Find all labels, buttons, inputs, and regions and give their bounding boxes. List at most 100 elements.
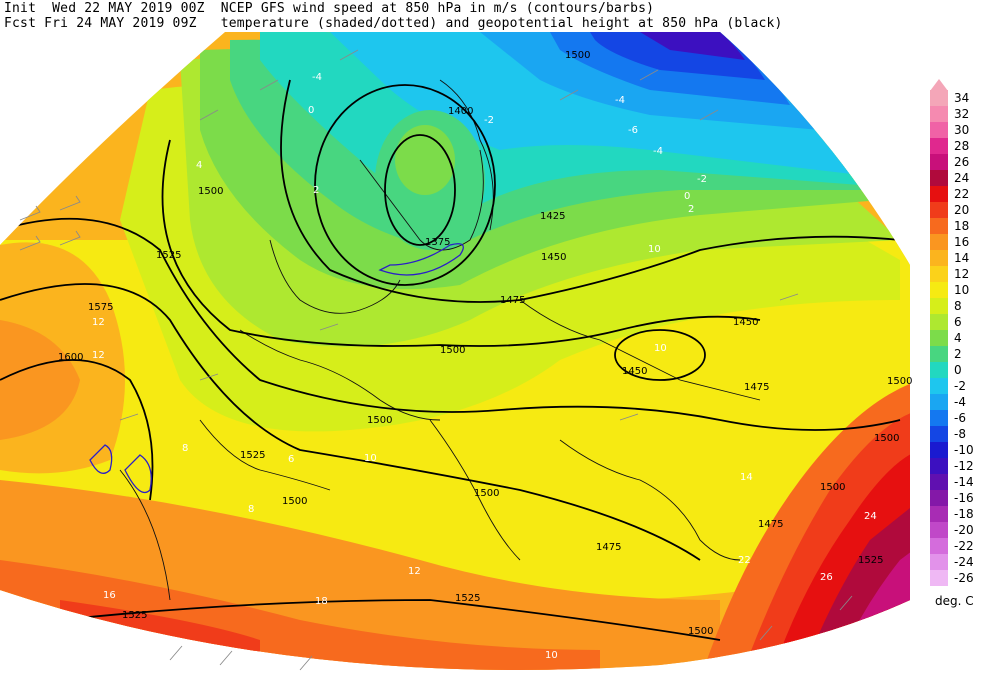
height-label: 1500 (820, 482, 845, 493)
temperature-label-group: -4 0 2 4 -2 -4 -6 -4 -2 0 2 10 10 12 12 … (92, 72, 877, 661)
legend-swatch (930, 346, 948, 362)
height-label: 1500 (887, 376, 912, 387)
legend-label: -4 (954, 395, 966, 409)
height-label: 1500 (198, 186, 223, 197)
height-label: 1450 (541, 252, 566, 263)
legend-label: 8 (954, 299, 962, 313)
legend-swatch (930, 474, 948, 490)
height-label: 1425 (540, 211, 565, 222)
temperature-label: 22 (738, 555, 751, 566)
height-label: 1450 (733, 317, 758, 328)
temperature-label: 10 (648, 244, 661, 255)
legend-swatch (930, 202, 948, 218)
legend-swatch (930, 554, 948, 570)
temperature-label: 2 (313, 185, 319, 196)
legend-label: -12 (954, 459, 974, 473)
chart-header-init: Init Wed 22 MAY 2019 00Z NCEP GFS wind s… (4, 1, 655, 16)
temperature-label: -2 (484, 115, 494, 126)
legend-label: 26 (954, 155, 970, 169)
height-label: 1525 (156, 250, 181, 261)
legend-label: -14 (954, 475, 974, 489)
legend-label: -16 (954, 491, 974, 505)
legend-label: 24 (954, 171, 970, 185)
legend-swatch (930, 170, 948, 186)
legend-swatch (930, 378, 948, 394)
height-label: 1525 (858, 555, 883, 566)
height-label: 1450 (622, 366, 647, 377)
height-label: 1525 (240, 450, 265, 461)
temperature-label: 10 (654, 343, 667, 354)
legend-label: 12 (954, 267, 970, 281)
legend-units: deg. C (935, 594, 974, 608)
legend-swatch (930, 138, 948, 154)
temperature-label: 4 (196, 160, 202, 171)
height-label: 1500 (367, 415, 392, 426)
legend-swatch (930, 282, 948, 298)
temperature-label: 26 (820, 572, 833, 583)
legend-swatch (930, 442, 948, 458)
height-label: 1475 (596, 542, 621, 553)
temperature-label: 10 (545, 650, 558, 661)
legend-swatch (930, 234, 948, 250)
height-label: 1475 (758, 519, 783, 530)
legend-label: -18 (954, 507, 974, 521)
legend-label: -10 (954, 443, 974, 457)
temperature-label: 16 (103, 590, 116, 601)
height-label: 1525 (122, 610, 147, 621)
legend-swatch (930, 298, 948, 314)
legend-label: 34 (954, 91, 970, 105)
height-label: 1600 (58, 352, 83, 363)
height-label-group: 1400 1425 1375 1450 1475 1450 1450 1475 … (58, 50, 912, 637)
legend-label: 2 (954, 347, 962, 361)
legend-swatch (930, 250, 948, 266)
height-label: 1500 (688, 626, 713, 637)
legend-swatch (930, 362, 948, 378)
legend-swatch (930, 122, 948, 138)
height-label: 1500 (874, 433, 899, 444)
legend-label: 32 (954, 107, 970, 121)
temperature-label: 24 (864, 511, 877, 522)
legend-swatch (930, 410, 948, 426)
height-label: 1500 (565, 50, 590, 61)
height-label: 1500 (440, 345, 465, 356)
temperature-label: 12 (92, 350, 105, 361)
legend-swatch (930, 458, 948, 474)
legend-label: 30 (954, 123, 970, 137)
legend-swatch (930, 218, 948, 234)
temperature-label: 8 (248, 504, 254, 515)
temperature-label: 6 (288, 454, 294, 465)
height-label: 1525 (455, 593, 480, 604)
legend-label: 14 (954, 251, 970, 265)
legend-label: -2 (954, 379, 966, 393)
legend-swatch (930, 154, 948, 170)
temperature-label: 14 (740, 472, 753, 483)
temperature-label: -4 (312, 72, 322, 83)
weather-map: 1400 1425 1375 1450 1475 1450 1450 1475 … (0, 32, 912, 671)
temperature-field (0, 32, 910, 670)
legend-label: 0 (954, 363, 962, 377)
legend-swatch (930, 90, 948, 106)
legend-label: 18 (954, 219, 970, 233)
legend-swatch (930, 106, 948, 122)
legend-label: 10 (954, 283, 970, 297)
legend-label: -24 (954, 555, 974, 569)
height-label: 1500 (282, 496, 307, 507)
legend-swatch (930, 490, 948, 506)
legend-label: -8 (954, 427, 966, 441)
height-label: 1575 (88, 302, 113, 313)
legend-swatch (930, 506, 948, 522)
temperature-label: -4 (653, 146, 663, 157)
legend-label: -22 (954, 539, 974, 553)
temperature-label: 8 (182, 443, 188, 454)
legend-label: 20 (954, 203, 970, 217)
wind-contours (89, 243, 464, 494)
temperature-legend: 34 32 30 28 26 24 22 20 18 16 14 12 10 8 6 4 2 0 -2 -4 -6 -8-… (928, 79, 1000, 590)
legend-label: -20 (954, 523, 974, 537)
temperature-label: 18 (315, 596, 328, 607)
temperature-label: 12 (92, 317, 105, 328)
temperature-label: 0 (308, 105, 314, 116)
temperature-label: -6 (628, 125, 638, 136)
wind-barbs (19, 49, 853, 671)
legend-swatch (930, 426, 948, 442)
temperature-label: 2 (688, 204, 694, 215)
